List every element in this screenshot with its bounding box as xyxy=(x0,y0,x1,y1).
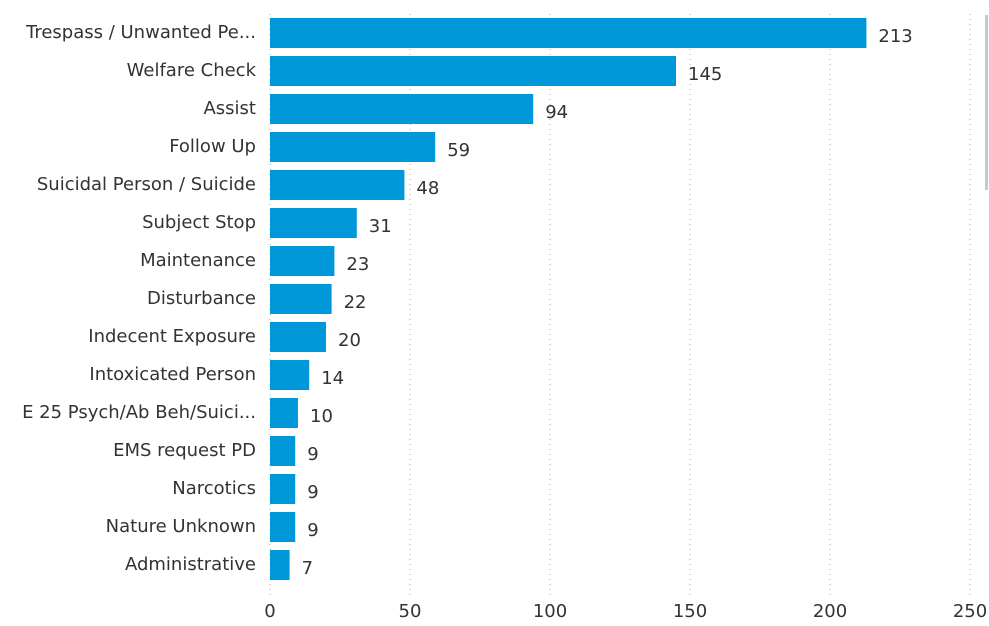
value-label: 9 xyxy=(307,444,318,465)
y-tick-label: Intoxicated Person xyxy=(89,364,256,385)
value-label: 94 xyxy=(545,102,568,123)
bar xyxy=(270,398,298,428)
value-label: 145 xyxy=(688,64,722,85)
bar xyxy=(270,360,310,390)
y-tick-label: Disturbance xyxy=(147,288,256,309)
y-tick-label: Trespass / Unwanted Pe... xyxy=(25,22,256,43)
bar xyxy=(270,550,290,580)
bar xyxy=(270,246,335,276)
y-tick-label: Narcotics xyxy=(172,478,256,499)
bar xyxy=(270,208,357,238)
value-label: 31 xyxy=(369,216,392,237)
x-tick-label: 100 xyxy=(533,601,567,622)
y-tick-label: Follow Up xyxy=(169,136,256,157)
bar xyxy=(270,18,867,48)
y-tick-label: Subject Stop xyxy=(142,212,256,233)
value-label: 48 xyxy=(416,178,439,199)
bar xyxy=(270,322,326,352)
bar xyxy=(270,474,296,504)
x-tick-label: 250 xyxy=(953,601,987,622)
value-label: 14 xyxy=(321,368,344,389)
bar xyxy=(270,170,405,200)
y-tick-label: Indecent Exposure xyxy=(88,326,256,347)
value-label: 9 xyxy=(307,482,318,503)
value-label: 22 xyxy=(344,292,367,313)
value-label: 59 xyxy=(447,140,470,161)
x-tick-label: 200 xyxy=(813,601,847,622)
x-tick-label: 0 xyxy=(264,601,275,622)
scrollbar[interactable] xyxy=(985,15,988,190)
y-tick-label: Maintenance xyxy=(140,250,256,271)
x-tick-label: 150 xyxy=(673,601,707,622)
bar xyxy=(270,284,332,314)
value-label: 7 xyxy=(302,558,313,579)
y-tick-label: Nature Unknown xyxy=(106,516,256,537)
value-label: 23 xyxy=(346,254,369,275)
y-tick-label: Administrative xyxy=(125,554,256,575)
value-label: 213 xyxy=(878,26,912,47)
value-label: 9 xyxy=(307,520,318,541)
y-tick-label: Suicidal Person / Suicide xyxy=(37,174,256,195)
value-label: 20 xyxy=(338,330,361,351)
y-tick-label: EMS request PD xyxy=(113,440,256,461)
bar xyxy=(270,56,676,86)
bar xyxy=(270,436,296,466)
bar xyxy=(270,94,534,124)
bar xyxy=(270,132,436,162)
bar xyxy=(270,512,296,542)
y-tick-label: Welfare Check xyxy=(127,60,257,81)
y-tick-label: Assist xyxy=(203,98,256,119)
y-tick-label: E 25 Psych/Ab Beh/Suici... xyxy=(22,402,256,423)
x-tick-label: 50 xyxy=(399,601,422,622)
value-label: 10 xyxy=(310,406,333,427)
